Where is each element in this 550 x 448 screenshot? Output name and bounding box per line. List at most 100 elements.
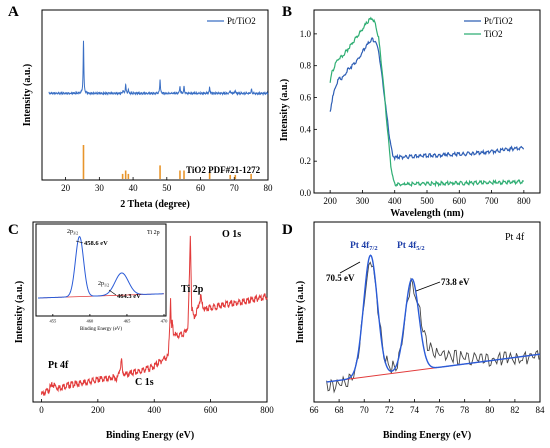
inset-fit-line <box>37 236 164 299</box>
series-line-pt-tio2-b <box>329 36 524 162</box>
legend-label-pt-tio2-a: Pt/TiO2 <box>227 16 256 26</box>
y-ticks-b: 0.0 0.2 0.4 0.6 0.8 1.0 <box>300 29 317 198</box>
inset-arrow-464-3 <box>108 289 117 296</box>
x-ticks-b: 200 300 400 500 600 700 800 <box>323 190 531 206</box>
plot-frame-d <box>313 221 541 403</box>
x-d-tick-label-84: 84 <box>536 405 546 415</box>
x-a-tick-label-20: 20 <box>61 183 71 193</box>
x-d-tick-label-66: 66 <box>310 405 320 415</box>
x-a-tick-label-60: 60 <box>196 183 206 193</box>
x-axis-label-c: Binding Energy (eV) <box>106 430 194 441</box>
x-a-tick-label-30: 30 <box>95 183 105 193</box>
y-b-tick-label-0: 0.0 <box>300 188 312 198</box>
x-d-tick-label-68: 68 <box>335 405 345 415</box>
legend-label-tio2-b: TiO2 <box>484 29 503 39</box>
annotation-c-1s: C 1s <box>135 377 154 388</box>
x-inset-tick-label-470: 470 <box>161 319 169 324</box>
y-b-tick-label-0.4: 0.4 <box>300 124 312 134</box>
y-axis-label-a: Intensity (a.u.) <box>22 64 33 127</box>
annotation-pt-4f: Pt 4f <box>48 360 69 371</box>
legend-b: Pt/TiO2 TiO2 <box>464 16 513 39</box>
inset-label-2p32: 2p3/2 <box>67 229 78 236</box>
inset-value-458-6: 458.6 eV <box>84 240 108 247</box>
label-pt-4f52: Pt 4f5/2 <box>397 241 425 252</box>
plot-frame-c <box>32 221 268 403</box>
x-c-tick-label-200: 200 <box>91 405 105 415</box>
x-ticks-c: 0 200 400 600 800 <box>39 399 274 415</box>
x-d-tick-label-72: 72 <box>385 405 394 415</box>
x-b-tick-label-700: 700 <box>485 196 499 206</box>
panel-label-b: B <box>282 4 292 20</box>
plot-frame-a <box>41 9 269 181</box>
x-b-tick-label-800: 800 <box>517 196 531 206</box>
x-d-tick-label-82: 82 <box>510 405 519 415</box>
x-axis-label-b: Wavelength (nm) <box>390 208 464 219</box>
x-inset-tick-label-455: 455 <box>49 319 57 324</box>
x-d-tick-label-80: 80 <box>485 405 495 415</box>
x-d-tick-label-78: 78 <box>460 405 470 415</box>
raw-spectrum-line <box>326 261 540 394</box>
reference-sticks <box>82 145 252 179</box>
x-d-tick-label-70: 70 <box>360 405 370 415</box>
y-axis-label-c: Intensity (a.u.) <box>14 281 25 344</box>
x-c-tick-label-0: 0 <box>39 405 44 415</box>
x-axis-label-d: Binding Energy (eV) <box>383 430 471 441</box>
inset-x-ticks: 455 460 465 470 <box>49 314 168 324</box>
x-a-tick-label-70: 70 <box>230 183 240 193</box>
series-line-tio2-b <box>329 16 524 188</box>
x-c-tick-label-800: 800 <box>260 405 274 415</box>
legend-a: Pt/TiO2 <box>207 16 256 26</box>
x-ticks-a: 20 30 40 50 60 70 80 <box>61 177 273 193</box>
x-a-tick-label-80: 80 <box>264 183 274 193</box>
panel-d: D Pt 4f 66 68 70 72 74 76 78 80 82 84 Binding Ene… <box>282 221 546 441</box>
inset-arrow-458-6 <box>75 240 84 244</box>
arrow-70-5 <box>339 261 361 274</box>
inset-title: Ti 2p <box>147 230 160 236</box>
x-inset-tick-label-460: 460 <box>87 319 95 324</box>
panel-c: C 0 200 400 600 800 Binding Energy (eV) Inte… <box>8 221 274 441</box>
x-c-tick-label-600: 600 <box>204 405 218 415</box>
annotation-ti-2p: Ti 2p <box>181 284 204 295</box>
reference-label: TiO2 PDF#21-1272 <box>186 165 261 175</box>
series-line-pt-tio2-a <box>48 40 269 97</box>
x-d-tick-label-74: 74 <box>410 405 420 415</box>
fit-envelope-line <box>326 254 541 383</box>
arrow-73-8 <box>415 281 441 292</box>
x-ticks-d: 66 68 70 72 74 76 78 80 82 84 <box>310 399 546 415</box>
value-70-5: 70.5 eV <box>326 273 355 283</box>
value-73-8: 73.8 eV <box>441 277 470 287</box>
inset-label-2p12: 2p1/2 <box>98 281 109 288</box>
y-axis-label-d: Intensity (a.u.) <box>295 281 306 344</box>
x-b-tick-label-500: 500 <box>420 196 434 206</box>
inset-frame <box>35 223 167 317</box>
x-b-tick-label-300: 300 <box>356 196 370 206</box>
annotation-o-1s: O 1s <box>222 229 241 240</box>
plot-frame-b <box>313 9 541 194</box>
inset-value-464-3: 464.3 eV <box>117 293 141 300</box>
panel-label-a: A <box>8 4 19 20</box>
y-b-tick-label-0.2: 0.2 <box>300 156 311 166</box>
panel-label-d: D <box>282 222 293 238</box>
panel-d-title: Pt 4f <box>505 232 525 243</box>
y-b-tick-label-0.6: 0.6 <box>300 93 312 103</box>
label-pt-4f72: Pt 4f7/2 <box>350 241 378 252</box>
x-inset-tick-label-465: 465 <box>124 319 132 324</box>
x-b-tick-label-200: 200 <box>323 196 337 206</box>
x-axis-label-a: 2 Theta (degree) <box>120 199 190 210</box>
series-line-survey <box>40 235 268 396</box>
x-b-tick-label-600: 600 <box>453 196 467 206</box>
panel-label-c: C <box>8 222 19 238</box>
y-b-tick-label-1: 1.0 <box>300 29 312 39</box>
panel-b: B 200 300 400 500 600 700 800 0.0 0.2 0.4 0.6 0.8 1… <box>279 4 541 219</box>
legend-label-pt-tio2-b: Pt/TiO2 <box>484 16 513 26</box>
y-b-tick-label-0.8: 0.8 <box>300 61 312 71</box>
x-b-tick-label-400: 400 <box>388 196 402 206</box>
x-a-tick-label-40: 40 <box>129 183 139 193</box>
x-d-tick-label-76: 76 <box>435 405 445 415</box>
panel-a: A 20 30 40 50 60 70 80 2 Theta (degree) Intens… <box>8 4 273 210</box>
x-a-tick-label-50: 50 <box>162 183 172 193</box>
inset-ti-2p: Ti 2p 455 460 465 470 Binding Energy (eV) 2… <box>35 223 168 332</box>
inset-x-axis-label: Binding Energy (eV) <box>80 327 122 332</box>
y-axis-label-b: Intensity (a.u.) <box>279 79 290 142</box>
